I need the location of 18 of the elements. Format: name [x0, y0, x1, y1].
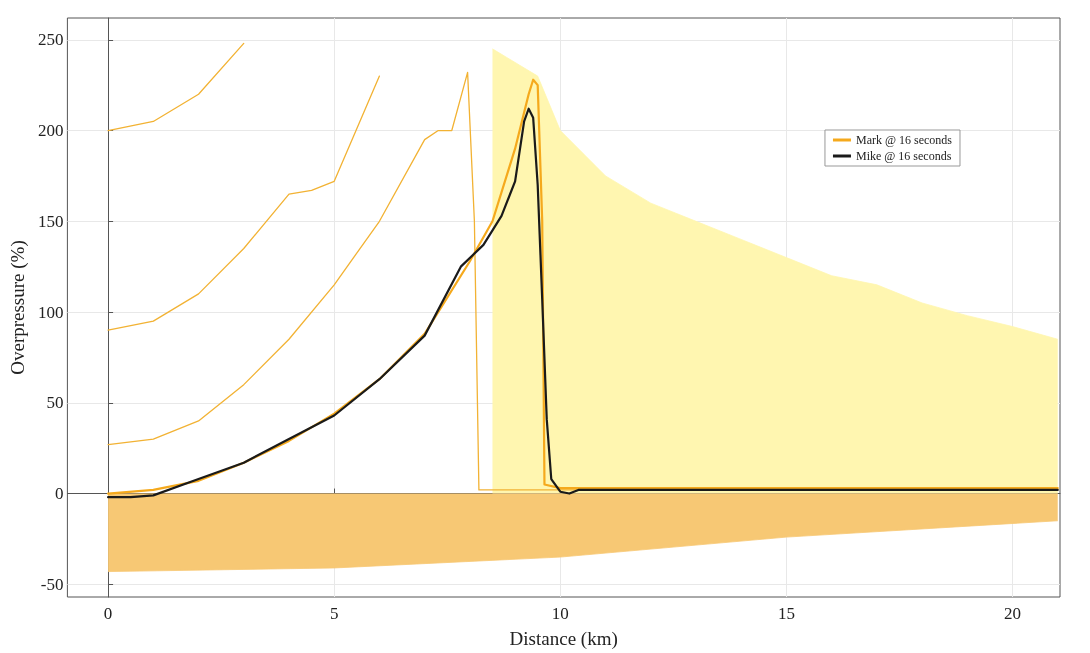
line-series [107, 75, 381, 331]
y-axis-title: Overpressure (%) [7, 240, 29, 375]
x-tick-label: 20 [1004, 604, 1022, 623]
y-tick-label: 250 [37, 30, 64, 50]
y-tick-label: 0 [54, 484, 64, 504]
x-tick-label: 0 [103, 604, 113, 623]
y-tick-label: 150 [37, 211, 64, 231]
line-series [107, 42, 245, 132]
x-axis-title: Distance (km) [509, 628, 618, 650]
y-tick-label: 100 [37, 302, 64, 322]
y-tick-label: 50 [46, 393, 64, 413]
legend-label: Mike @ 16 seconds [855, 149, 952, 163]
y-tick-label: 200 [37, 121, 64, 141]
x-tick-label: 10 [551, 604, 569, 623]
x-tick-label: 15 [777, 604, 795, 623]
x-tick-label: 5 [329, 604, 339, 623]
y-tick-label: -50 [40, 574, 64, 594]
legend-label: Mark @ 16 seconds [855, 133, 953, 147]
